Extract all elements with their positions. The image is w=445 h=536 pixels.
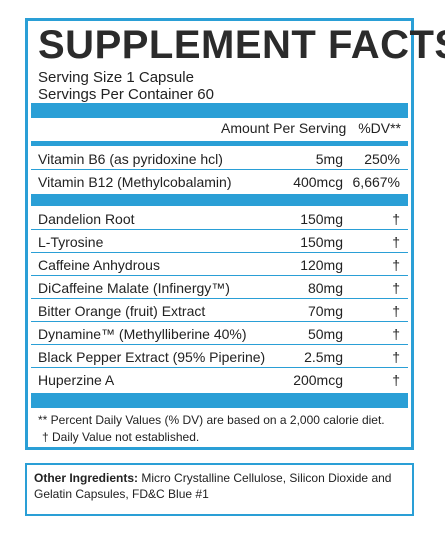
ingredient-name: Dandelion Root bbox=[38, 211, 135, 227]
ingredient-dv: † bbox=[392, 211, 400, 227]
divider-medium bbox=[31, 141, 408, 146]
nutrient-name: Vitamin B12 (Methylcobalamin) bbox=[38, 174, 232, 190]
supplement-facts-panel: SUPPLEMENT FACTS Serving Size 1 Capsule … bbox=[25, 18, 445, 450]
divider-thick bbox=[31, 194, 408, 206]
table-row: Huperzine A 200mcg † bbox=[31, 369, 408, 391]
ingredient-amount: 150mg bbox=[300, 234, 343, 250]
nutrient-dv: 6,667% bbox=[352, 174, 400, 190]
table-row: Bitter Orange (fruit) Extract 70mg † bbox=[31, 300, 408, 322]
dv-header: %DV** bbox=[358, 120, 401, 136]
ingredient-dv: † bbox=[392, 303, 400, 319]
ingredient-dv: † bbox=[392, 349, 400, 365]
servings-per-container: Servings Per Container 60 bbox=[38, 86, 214, 103]
page-title: SUPPLEMENT FACTS bbox=[38, 23, 445, 67]
table-row: Dynamine™ (Methylliberine 40%) 50mg † bbox=[31, 323, 408, 345]
ingredient-dv: † bbox=[392, 372, 400, 388]
nutrient-name: Vitamin B6 (as pyridoxine hcl) bbox=[38, 151, 223, 167]
footnote-dagger: † Daily Value not established. bbox=[42, 430, 200, 444]
serving-size: Serving Size 1 Capsule bbox=[38, 69, 194, 86]
footnote-dv: ** Percent Daily Values (% DV) are based… bbox=[38, 413, 385, 427]
ingredient-dv: † bbox=[392, 257, 400, 273]
other-ingredients-label: Other Ingredients: bbox=[34, 471, 139, 485]
other-ingredients: Other Ingredients: Micro Crystalline Cel… bbox=[25, 463, 414, 516]
ingredient-dv: † bbox=[392, 280, 400, 296]
table-row: L-Tyrosine 150mg † bbox=[31, 231, 408, 253]
ingredient-name: Bitter Orange (fruit) Extract bbox=[38, 303, 206, 319]
ingredient-amount: 200mcg bbox=[293, 372, 343, 388]
nutrient-amount: 5mg bbox=[315, 151, 343, 167]
divider-thick bbox=[31, 103, 408, 118]
amount-header: Amount Per Serving bbox=[221, 120, 347, 136]
table-row: Caffeine Anhydrous 120mg † bbox=[31, 254, 408, 276]
nutrient-dv: 250% bbox=[364, 151, 400, 167]
ingredient-amount: 80mg bbox=[307, 280, 343, 296]
divider-thick bbox=[31, 393, 408, 408]
table-row: Dandelion Root 150mg † bbox=[31, 208, 408, 230]
ingredient-name: Dynamine™ (Methylliberine 40%) bbox=[38, 326, 247, 342]
ingredient-name: Huperzine A bbox=[38, 372, 115, 388]
ingredient-amount: 150mg bbox=[300, 211, 343, 227]
ingredient-name: DiCaffeine Malate (Infinergy™) bbox=[38, 280, 230, 296]
ingredient-dv: † bbox=[392, 326, 400, 342]
ingredient-name: L-Tyrosine bbox=[38, 234, 104, 250]
table-row: Black Pepper Extract (95% Piperine) 2.5m… bbox=[31, 346, 408, 368]
ingredient-amount: 2.5mg bbox=[304, 349, 343, 365]
ingredient-amount: 120mg bbox=[300, 257, 343, 273]
ingredient-amount: 50mg bbox=[307, 326, 343, 342]
nutrient-amount: 400mcg bbox=[293, 174, 343, 190]
table-row: Vitamin B12 (Methylcobalamin) 400mcg 6,6… bbox=[31, 171, 408, 193]
table-row: Vitamin B6 (as pyridoxine hcl) 5mg 250% bbox=[31, 148, 408, 170]
table-row: DiCaffeine Malate (Infinergy™) 80mg † bbox=[31, 277, 408, 299]
other-ingredients-text: Micro Crystalline Cellulose, Silicon Dio… bbox=[34, 471, 392, 501]
ingredient-name: Black Pepper Extract (95% Piperine) bbox=[38, 349, 266, 365]
ingredient-amount: 70mg bbox=[307, 303, 343, 319]
ingredient-name: Caffeine Anhydrous bbox=[38, 257, 160, 273]
ingredient-dv: † bbox=[392, 234, 400, 250]
